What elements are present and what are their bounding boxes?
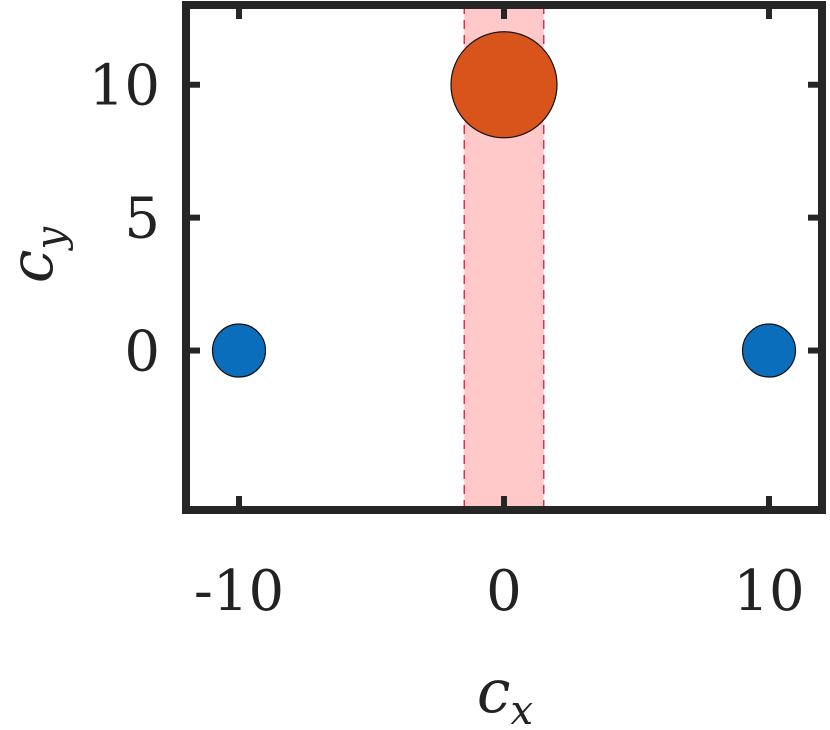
ticks bbox=[186, 5, 822, 510]
y-tick-label-2: 5 bbox=[124, 187, 160, 252]
x-tick-label-3: 10 bbox=[733, 559, 804, 624]
tick-labels: -10 0 10 0 5 10 bbox=[89, 54, 805, 624]
y-tick-label-1: 0 bbox=[124, 320, 160, 385]
data-point-1 bbox=[211, 323, 267, 378]
data-point-3 bbox=[450, 31, 558, 139]
x-axis-label: cx bbox=[477, 657, 533, 730]
x-tick-label-2: 0 bbox=[486, 559, 522, 624]
x-tick-label-1: -10 bbox=[194, 559, 284, 624]
data-point-2 bbox=[741, 323, 797, 378]
y-tick-label-3: 10 bbox=[89, 54, 160, 119]
data-points bbox=[211, 31, 797, 378]
y-axis-label: cy bbox=[0, 226, 74, 284]
